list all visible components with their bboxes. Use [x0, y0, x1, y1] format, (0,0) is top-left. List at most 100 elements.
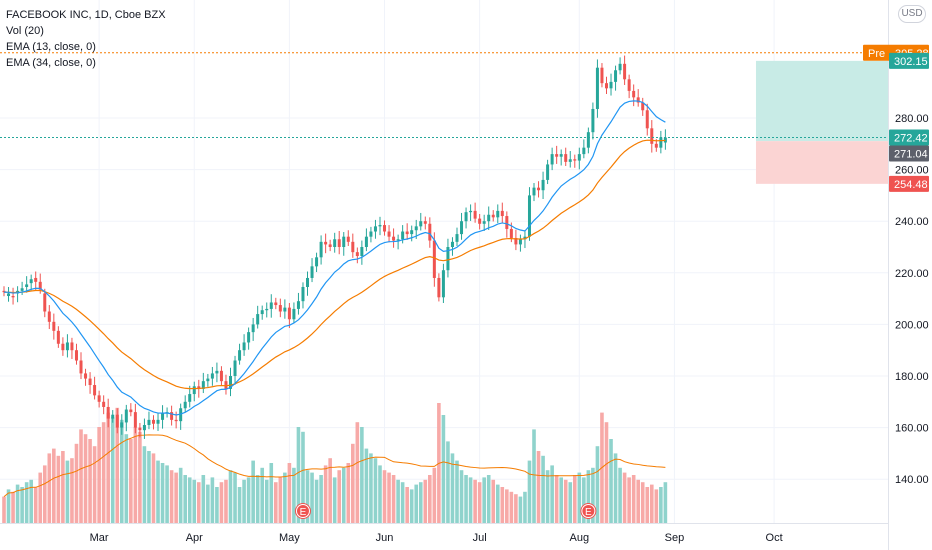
- candle[interactable]: [623, 55, 627, 85]
- candle[interactable]: [627, 74, 631, 99]
- candle[interactable]: [410, 225, 414, 242]
- candle[interactable]: [151, 415, 155, 430]
- candle[interactable]: [238, 343, 242, 365]
- candle[interactable]: [247, 327, 251, 350]
- candle[interactable]: [84, 368, 88, 386]
- candle[interactable]: [491, 210, 495, 222]
- candle[interactable]: [97, 390, 101, 408]
- candle[interactable]: [564, 147, 568, 166]
- candle[interactable]: [396, 234, 400, 250]
- candle[interactable]: [147, 411, 151, 430]
- candle[interactable]: [265, 302, 269, 318]
- currency-button[interactable]: USD: [898, 5, 926, 23]
- candle[interactable]: [287, 302, 291, 329]
- candle[interactable]: [650, 120, 654, 153]
- candle[interactable]: [428, 217, 432, 248]
- candle[interactable]: [269, 294, 273, 318]
- target-price-tag[interactable]: 302.15: [889, 52, 929, 69]
- price-axis[interactable]: 140.00 160.00 180.00 200.00 220.00 240.00 260.…: [895, 113, 929, 486]
- candle[interactable]: [251, 317, 255, 341]
- candle[interactable]: [25, 276, 29, 293]
- candle[interactable]: [464, 207, 468, 229]
- candle[interactable]: [328, 239, 332, 252]
- candle[interactable]: [518, 234, 522, 252]
- candle[interactable]: [301, 282, 305, 309]
- candle[interactable]: [460, 212, 464, 240]
- candle[interactable]: [2, 286, 6, 297]
- candle[interactable]: [20, 281, 24, 295]
- earnings-marker[interactable]: E: [294, 503, 311, 519]
- candle[interactable]: [315, 252, 319, 273]
- candle[interactable]: [496, 204, 500, 224]
- candle[interactable]: [387, 225, 391, 243]
- time-axis[interactable]: Mar Apr May Jun Jul Aug Sep Oct: [90, 532, 783, 544]
- candle[interactable]: [432, 232, 436, 287]
- candle[interactable]: [224, 374, 228, 395]
- candle[interactable]: [79, 352, 83, 380]
- candle[interactable]: [192, 381, 196, 402]
- candle[interactable]: [582, 139, 586, 159]
- candle[interactable]: [102, 395, 106, 415]
- candle[interactable]: [383, 220, 387, 236]
- volume-indicator-label[interactable]: Vol (20): [6, 25, 44, 37]
- candle[interactable]: [595, 59, 599, 118]
- candle[interactable]: [11, 287, 15, 305]
- candle[interactable]: [604, 76, 608, 95]
- candle[interactable]: [641, 97, 645, 116]
- candle[interactable]: [378, 216, 382, 236]
- candle[interactable]: [106, 398, 110, 428]
- candle[interactable]: [550, 147, 554, 171]
- candle[interactable]: [292, 302, 296, 324]
- candle[interactable]: [74, 343, 78, 365]
- entry-price-tag[interactable]: 271.04: [889, 145, 929, 162]
- candle[interactable]: [446, 238, 450, 278]
- candle[interactable]: [124, 404, 128, 432]
- candle[interactable]: [505, 211, 509, 238]
- candle[interactable]: [129, 403, 133, 417]
- candle[interactable]: [210, 366, 214, 386]
- candle[interactable]: [373, 219, 377, 239]
- candle[interactable]: [441, 263, 445, 303]
- candle[interactable]: [201, 372, 205, 394]
- candle[interactable]: [183, 395, 187, 413]
- candle[interactable]: [319, 235, 323, 265]
- candle[interactable]: [111, 410, 115, 423]
- candle[interactable]: [256, 305, 260, 329]
- candle[interactable]: [450, 237, 454, 256]
- candle[interactable]: [120, 414, 124, 435]
- candle[interactable]: [283, 299, 287, 319]
- candle[interactable]: [138, 422, 142, 438]
- candle[interactable]: [346, 230, 350, 246]
- candle[interactable]: [614, 65, 618, 91]
- candle[interactable]: [636, 89, 640, 107]
- candle[interactable]: [645, 103, 649, 136]
- last-price-tag[interactable]: 272.42: [889, 129, 929, 146]
- candle[interactable]: [482, 214, 486, 232]
- stop-price-tag[interactable]: 254.48: [889, 175, 929, 192]
- candle[interactable]: [423, 216, 427, 230]
- candle[interactable]: [215, 362, 219, 383]
- candle[interactable]: [609, 73, 613, 96]
- candle[interactable]: [93, 376, 97, 400]
- candle[interactable]: [659, 130, 663, 154]
- candle[interactable]: [188, 385, 192, 408]
- candle[interactable]: [541, 171, 545, 200]
- candle[interactable]: [351, 233, 355, 258]
- candle[interactable]: [29, 274, 33, 291]
- candle[interactable]: [478, 213, 482, 230]
- candle[interactable]: [546, 159, 550, 185]
- candle[interactable]: [532, 183, 536, 202]
- candle[interactable]: [324, 233, 328, 254]
- candle[interactable]: [260, 305, 264, 320]
- candle[interactable]: [156, 413, 160, 431]
- candle[interactable]: [333, 232, 337, 253]
- candle[interactable]: [342, 232, 346, 256]
- candle[interactable]: [360, 240, 364, 265]
- candle[interactable]: [43, 288, 47, 318]
- ema-34-label[interactable]: EMA (34, close, 0): [6, 57, 96, 69]
- candle[interactable]: [559, 149, 563, 166]
- candle[interactable]: [115, 408, 119, 434]
- candle[interactable]: [573, 154, 577, 168]
- candle[interactable]: [364, 228, 368, 252]
